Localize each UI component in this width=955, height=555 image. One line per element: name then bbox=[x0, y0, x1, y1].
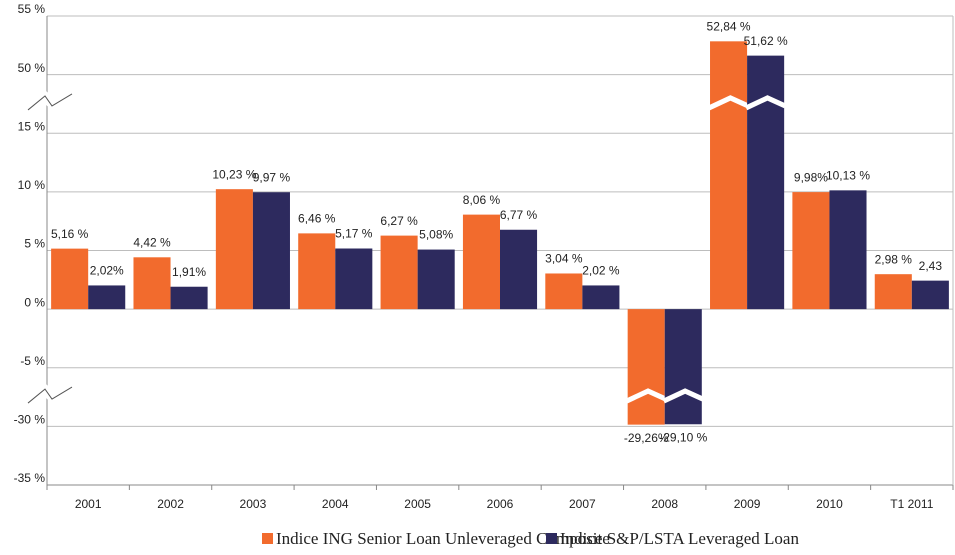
y-tick-label: 10 % bbox=[18, 178, 46, 192]
value-label: 1,91% bbox=[172, 265, 206, 279]
bar bbox=[417, 249, 455, 310]
axis-break bbox=[25, 90, 75, 114]
bar-break bbox=[662, 388, 704, 404]
value-label: 2,02% bbox=[90, 264, 124, 278]
value-label: 2,02 % bbox=[582, 264, 620, 278]
bar bbox=[335, 248, 373, 310]
axis-break bbox=[27, 386, 73, 404]
y-tick-label: -35 % bbox=[14, 471, 46, 485]
value-label: 2,98 % bbox=[875, 252, 913, 266]
legend-swatch bbox=[546, 533, 557, 544]
x-tick-label: 2010 bbox=[816, 497, 843, 511]
x-tick-label: 2007 bbox=[569, 497, 596, 511]
bar-break bbox=[745, 95, 787, 111]
y-tick-label: 5 % bbox=[24, 237, 45, 251]
x-tick-label: 2009 bbox=[734, 497, 761, 511]
bar bbox=[747, 55, 785, 310]
bar bbox=[380, 235, 418, 310]
bar-break bbox=[707, 95, 750, 111]
legend-label: Indice ING Senior Loan Unleveraged Compo… bbox=[276, 529, 610, 548]
axis-break bbox=[25, 383, 75, 407]
bar bbox=[170, 286, 208, 310]
y-tick-label: -5 % bbox=[20, 354, 45, 368]
value-label: 10,13 % bbox=[826, 169, 870, 183]
y-tick-label: 50 % bbox=[18, 61, 46, 75]
axis-break bbox=[27, 93, 73, 111]
bar bbox=[88, 285, 126, 310]
bar-break bbox=[625, 388, 667, 404]
value-label: 9,98% bbox=[794, 170, 828, 184]
bar bbox=[911, 280, 949, 310]
legend-label: Indice S&P/LSTA Leveraged Loan bbox=[560, 529, 799, 548]
y-tick-label: 15 % bbox=[18, 119, 46, 133]
value-label: 6,27 % bbox=[380, 214, 418, 228]
value-label: 10,23 % bbox=[212, 167, 256, 181]
x-tick-label: 2005 bbox=[404, 497, 431, 511]
value-label: 9,97 % bbox=[253, 170, 291, 184]
bar bbox=[462, 214, 500, 310]
bar bbox=[582, 285, 620, 310]
x-tick-label: 2003 bbox=[240, 497, 267, 511]
bar bbox=[627, 309, 665, 425]
bar bbox=[500, 229, 538, 310]
value-label: 5,17 % bbox=[335, 227, 373, 241]
bar bbox=[252, 192, 290, 310]
value-label: 6,46 % bbox=[298, 212, 336, 226]
x-tick-label: 2002 bbox=[157, 497, 184, 511]
value-label: 2,43 bbox=[919, 259, 943, 273]
value-label: 6,77 % bbox=[500, 208, 538, 222]
value-label: -29,10 % bbox=[659, 430, 707, 444]
bar bbox=[874, 274, 912, 310]
value-label: 52,84 % bbox=[707, 19, 751, 33]
value-label: 4,42 % bbox=[133, 235, 171, 249]
x-tick-label: 2001 bbox=[75, 497, 102, 511]
y-tick-label: 0 % bbox=[24, 295, 45, 309]
x-tick-label: 2004 bbox=[322, 497, 349, 511]
bar bbox=[51, 248, 89, 310]
x-tick-label: 2008 bbox=[651, 497, 678, 511]
value-label: -29,26% bbox=[624, 431, 669, 445]
legend-swatch bbox=[262, 533, 273, 544]
bar bbox=[792, 192, 830, 310]
x-tick-label: 2006 bbox=[487, 497, 514, 511]
y-tick-label: -30 % bbox=[14, 413, 46, 427]
y-tick-label: 55 % bbox=[18, 2, 46, 16]
bar bbox=[298, 233, 336, 310]
value-label: 3,04 % bbox=[545, 252, 583, 266]
value-label: 8,06 % bbox=[463, 193, 501, 207]
bar bbox=[133, 257, 171, 310]
value-label: 5,08% bbox=[419, 228, 453, 242]
bar bbox=[545, 273, 583, 310]
bar bbox=[829, 190, 867, 310]
x-tick-label: T1 2011 bbox=[890, 497, 933, 511]
bar bbox=[664, 309, 702, 425]
bar bbox=[215, 189, 253, 310]
value-label: 51,62 % bbox=[744, 34, 788, 48]
value-label: 5,16 % bbox=[51, 227, 89, 241]
bar bbox=[710, 41, 748, 310]
